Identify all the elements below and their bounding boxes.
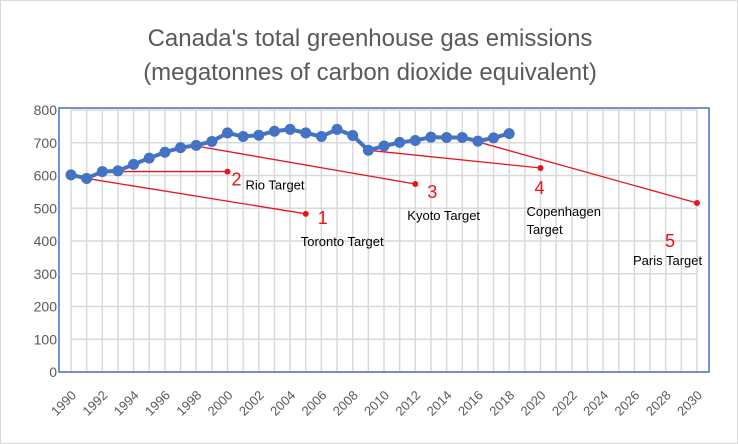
emissions-point xyxy=(315,131,327,143)
emissions-point xyxy=(409,134,421,146)
emissions-point xyxy=(441,132,453,144)
y-tick-label: 0 xyxy=(49,364,57,380)
y-tick-label: 500 xyxy=(34,200,58,216)
emissions-point xyxy=(284,123,296,135)
target-endpoint xyxy=(537,164,544,171)
target-endpoint xyxy=(694,200,700,207)
emissions-point xyxy=(456,132,468,144)
emissions-point xyxy=(128,158,140,170)
y-tick-label: 100 xyxy=(34,331,58,347)
emissions-point xyxy=(159,146,171,158)
emissions-point xyxy=(394,136,406,148)
emissions-point xyxy=(347,130,359,142)
emissions-point xyxy=(222,127,233,139)
target-number: 1 xyxy=(318,208,328,228)
target-number: 2 xyxy=(232,170,242,190)
emissions-point xyxy=(96,166,108,178)
y-tick-label: 800 xyxy=(34,102,58,118)
emissions-point xyxy=(425,131,437,143)
y-tick-label: 300 xyxy=(34,266,58,282)
emissions-point xyxy=(190,139,202,151)
emissions-point xyxy=(300,127,312,139)
target-endpoint xyxy=(412,181,419,188)
chart-title-line2: (megatonnes of carbon dioxide equivalent… xyxy=(143,59,597,86)
target-number: 5 xyxy=(665,231,675,251)
emissions-point xyxy=(143,152,155,164)
y-tick-label: 400 xyxy=(34,233,58,249)
target-endpoint xyxy=(224,168,231,175)
emissions-point xyxy=(488,132,500,144)
target-line xyxy=(196,145,416,185)
y-tick-label: 600 xyxy=(34,168,58,184)
emissions-point xyxy=(175,142,187,154)
emissions-point xyxy=(472,135,484,147)
y-tick-label: 700 xyxy=(34,135,58,151)
emissions-point xyxy=(81,172,93,184)
emissions-point xyxy=(253,129,265,141)
target-label: Toronto Target xyxy=(301,234,384,249)
emissions-point xyxy=(237,131,249,143)
chart-title-line1: Canada's total greenhouse gas emissions xyxy=(148,25,593,52)
emissions-point xyxy=(112,165,124,177)
y-tick-label: 200 xyxy=(34,299,58,315)
emissions-point xyxy=(503,128,515,140)
emissions-point xyxy=(206,135,218,147)
target-label: Rio Target xyxy=(246,178,305,193)
target-label: Kyoto Target xyxy=(407,208,480,223)
emissions-point xyxy=(362,144,374,156)
emissions-point xyxy=(65,169,77,181)
emissions-point xyxy=(378,140,390,152)
emissions-point xyxy=(268,125,280,137)
target-label: Paris Target xyxy=(633,253,703,268)
target-line xyxy=(86,177,306,215)
target-endpoint xyxy=(302,210,309,217)
target-number: 3 xyxy=(427,182,437,202)
plot-area-border xyxy=(58,107,710,373)
target-number: 4 xyxy=(535,178,545,198)
emissions-point xyxy=(331,123,343,135)
target-label: Copenhagen Target xyxy=(527,204,601,237)
target-line xyxy=(368,149,541,169)
target-line xyxy=(462,136,698,204)
